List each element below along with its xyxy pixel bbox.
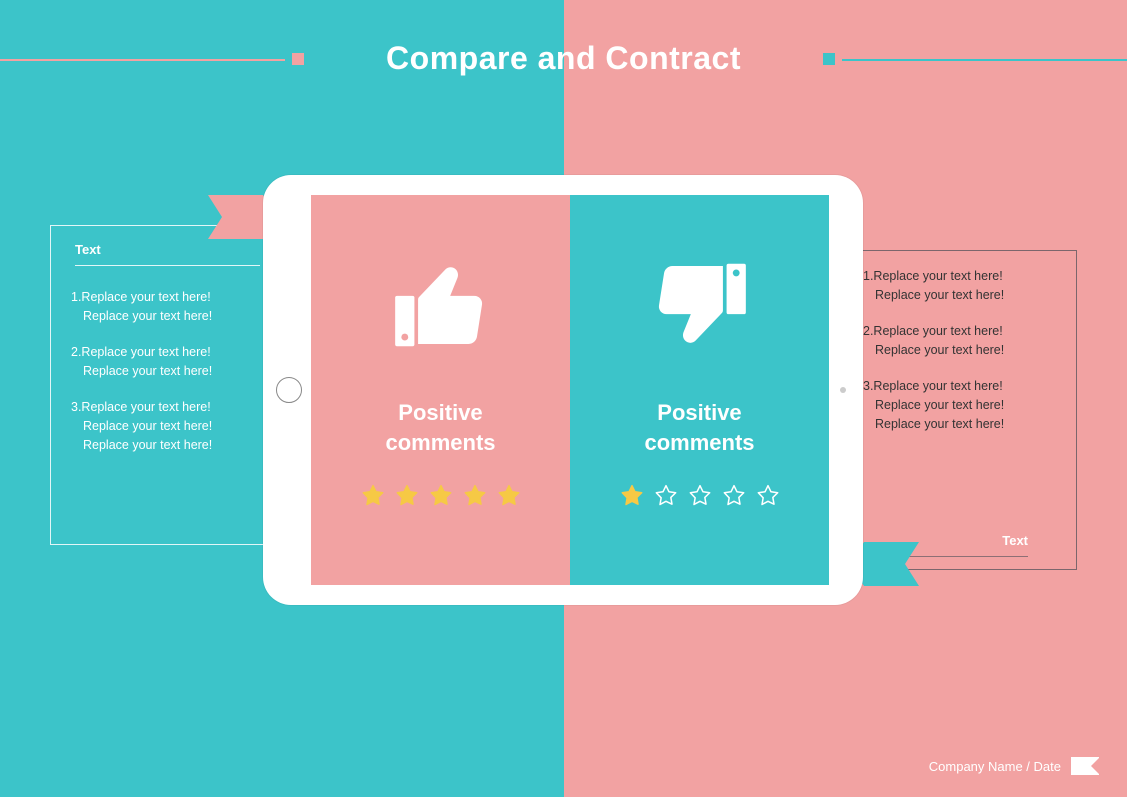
list-item: 2.Replace your text here!Replace your te… [71, 343, 264, 382]
page-title: Compare and Contract [386, 40, 741, 77]
list-item: 3.Replace your text here!Replace your te… [71, 398, 264, 456]
left-box-list: 1.Replace your text here!Replace your te… [51, 266, 284, 456]
pane-left-label: Positive comments [385, 398, 495, 457]
pane-negative: Positive comments [570, 195, 829, 585]
footer-chevron-icon [1071, 757, 1099, 775]
tablet-camera [840, 387, 846, 393]
thumbs-up-icon [386, 240, 496, 370]
title-divider-left [0, 59, 285, 61]
footer-text: Company Name / Date [929, 759, 1061, 774]
star-filled-icon [496, 483, 522, 509]
pane-right-label: Positive comments [644, 398, 754, 457]
title-square-right [823, 53, 835, 65]
infographic-canvas: Compare and Contract Text 1.Replace your… [0, 0, 1127, 797]
tablet-home-button [276, 377, 302, 403]
star-outline-icon [755, 483, 781, 509]
star-filled-icon [428, 483, 454, 509]
pane-right-label-line2: comments [644, 430, 754, 455]
list-item: 2.Replace your text here!Replace your te… [863, 322, 1056, 361]
pane-right-label-line1: Positive [657, 400, 741, 425]
left-text-box: Text 1.Replace your text here!Replace yo… [50, 225, 285, 545]
star-filled-icon [619, 483, 645, 509]
pane-left-label-line2: comments [385, 430, 495, 455]
stars-right [619, 483, 781, 509]
star-filled-icon [394, 483, 420, 509]
list-item: 3.Replace your text here!Replace your te… [863, 377, 1056, 435]
thumbs-down-icon [645, 240, 755, 370]
footer: Company Name / Date [929, 757, 1099, 775]
tablet-device: Positive comments Positive [263, 175, 863, 605]
stars-left [360, 483, 522, 509]
title-divider-right [842, 59, 1127, 61]
title-bar: Compare and Contract [0, 40, 1127, 77]
star-outline-icon [687, 483, 713, 509]
pane-left-label-line1: Positive [398, 400, 482, 425]
star-outline-icon [653, 483, 679, 509]
list-item: 1.Replace your text here!Replace your te… [863, 267, 1056, 306]
list-item: 1.Replace your text here!Replace your te… [71, 288, 264, 327]
pane-positive: Positive comments [311, 195, 570, 585]
star-filled-icon [360, 483, 386, 509]
right-text-box: 1.Replace your text here!Replace your te… [842, 250, 1077, 570]
star-outline-icon [721, 483, 747, 509]
tablet-screen: Positive comments Positive [311, 195, 829, 585]
title-square-left [292, 53, 304, 65]
star-filled-icon [462, 483, 488, 509]
right-box-list: 1.Replace your text here!Replace your te… [843, 251, 1076, 435]
